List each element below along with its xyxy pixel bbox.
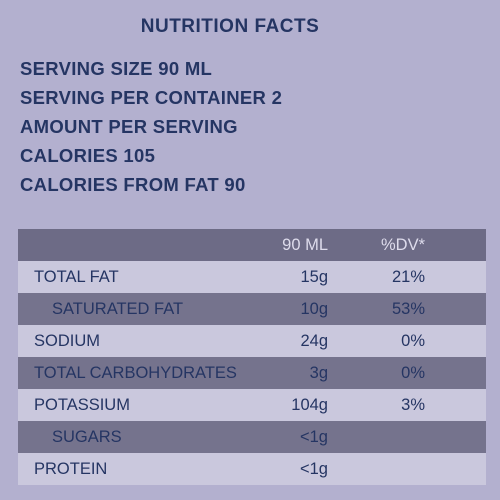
daily-value: 0% <box>401 331 425 350</box>
nutrient-name: TOTAL FAT <box>34 267 119 286</box>
table-row: SATURATED FAT 10g 53% <box>18 293 486 325</box>
nutrient-name: SODIUM <box>34 331 100 350</box>
amount: 15g <box>300 267 328 286</box>
daily-value: 53% <box>391 299 425 318</box>
amount: <1g <box>300 427 328 446</box>
daily-value: 3% <box>401 395 425 414</box>
column-header: 90 ML <box>282 235 328 254</box>
table-row: SODIUM 24g 0% <box>18 325 486 357</box>
table-row: TOTAL CARBOHYDRATES 3g 0% <box>18 357 486 389</box>
nutrient-name: PROTEIN <box>34 459 108 478</box>
amount: 104g <box>291 395 328 414</box>
nutrient-name: TOTAL CARBOHYDRATES <box>34 363 237 382</box>
nutrient-name: POTASSIUM <box>34 395 130 414</box>
table-row: POTASSIUM 104g 3% <box>18 389 486 421</box>
amount: <1g <box>300 459 328 478</box>
amount: 3g <box>309 363 328 382</box>
info-line: CALORIES 105 <box>20 145 156 166</box>
info-line: CALORIES FROM FAT 90 <box>20 174 246 195</box>
info-line: SERVING PER CONTAINER 2 <box>20 87 283 108</box>
amount: 10g <box>300 299 328 318</box>
table-row: TOTAL FAT 15g 21% <box>18 261 486 293</box>
column-header: %DV* <box>380 235 425 254</box>
amount: 24g <box>300 331 328 350</box>
header-row: 90 ML %DV* <box>18 229 486 261</box>
info-line: SERVING SIZE 90 ML <box>20 58 213 79</box>
table-row: PROTEIN <1g <box>18 453 486 485</box>
nutrient-name: SATURATED FAT <box>52 299 184 318</box>
daily-value: 21% <box>391 267 425 286</box>
nutrient-name: SUGARS <box>52 427 122 446</box>
nutrition-table: 90 ML %DV* TOTAL FAT 15g 21% SATURATED FAT 1… <box>18 229 486 485</box>
info-line: AMOUNT PER SERVING <box>20 116 238 137</box>
table-row: SUGARS <1g <box>18 421 486 453</box>
title: NUTRITION FACTS <box>140 16 320 37</box>
daily-value: 0% <box>401 363 425 382</box>
